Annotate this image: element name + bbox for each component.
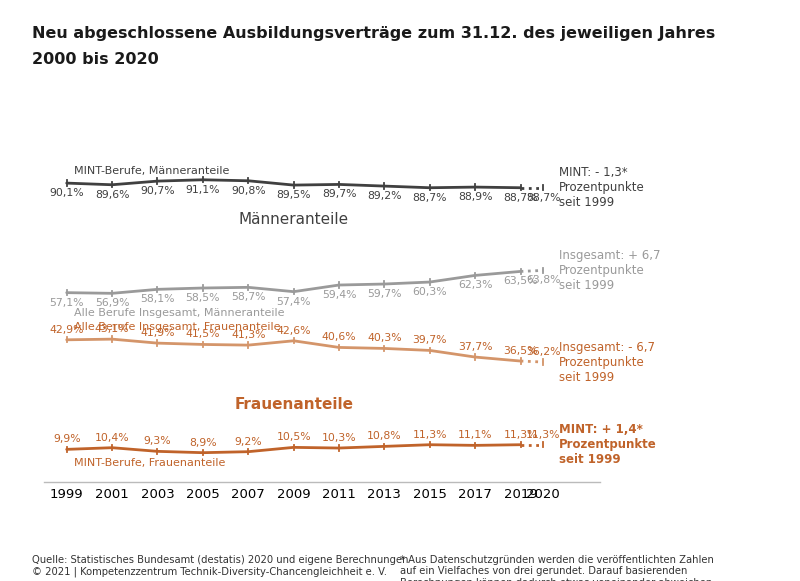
Text: 9,9%: 9,9% [53, 435, 81, 444]
Text: 57,1%: 57,1% [50, 297, 84, 307]
Text: 43,1%: 43,1% [95, 324, 130, 334]
Text: Frauenanteile: Frauenanteile [234, 397, 353, 413]
Text: 9,3%: 9,3% [144, 436, 171, 446]
Text: 36,2%: 36,2% [526, 347, 561, 357]
Text: 41,3%: 41,3% [231, 330, 266, 340]
Text: 8,9%: 8,9% [189, 437, 217, 448]
Text: 40,6%: 40,6% [322, 332, 356, 342]
Text: 88,7%: 88,7% [503, 193, 538, 203]
Text: 41,9%: 41,9% [140, 328, 174, 338]
Text: 90,1%: 90,1% [50, 188, 84, 198]
Text: 63,5%: 63,5% [503, 277, 538, 286]
Text: 39,7%: 39,7% [413, 335, 447, 346]
Text: Neu abgeschlossene Ausbildungsverträge zum 31.12. des jeweiligen Jahres: Neu abgeschlossene Ausbildungsverträge z… [32, 26, 715, 41]
Text: 59,7%: 59,7% [367, 289, 402, 299]
Text: 63,8%: 63,8% [526, 275, 561, 285]
Text: Insgesamt: + 6,7
Prozentpunkte
seit 1999: Insgesamt: + 6,7 Prozentpunkte seit 1999 [559, 249, 661, 292]
Text: 10,8%: 10,8% [367, 432, 402, 442]
Text: 10,3%: 10,3% [322, 433, 356, 443]
Text: MINT-Berufe, Männeranteile: MINT-Berufe, Männeranteile [74, 167, 229, 177]
Text: 10,4%: 10,4% [94, 433, 130, 443]
Text: 88,9%: 88,9% [458, 192, 493, 202]
Text: Alle Berufe Insgesamt, Frauenanteile: Alle Berufe Insgesamt, Frauenanteile [74, 321, 280, 332]
Text: 89,7%: 89,7% [322, 189, 356, 199]
Text: MINT-Berufe, Frauenanteile: MINT-Berufe, Frauenanteile [74, 458, 225, 468]
Text: 37,7%: 37,7% [458, 342, 493, 352]
Text: 36,5%: 36,5% [503, 346, 538, 356]
Text: 41,5%: 41,5% [186, 329, 220, 339]
Text: 91,1%: 91,1% [186, 185, 220, 195]
Text: 40,3%: 40,3% [367, 333, 402, 343]
Text: 60,3%: 60,3% [413, 287, 447, 297]
Text: 42,6%: 42,6% [276, 326, 311, 336]
Text: 62,3%: 62,3% [458, 281, 493, 290]
Text: 10,5%: 10,5% [276, 432, 311, 442]
Text: 11,3%: 11,3% [526, 430, 561, 440]
Text: Quelle: Statistisches Bundesamt (destatis) 2020 und eigene Berechnungen
© 2021 |: Quelle: Statistisches Bundesamt (destati… [32, 555, 409, 577]
Text: 58,1%: 58,1% [140, 295, 174, 304]
Text: 88,7%: 88,7% [413, 193, 447, 203]
Text: 89,5%: 89,5% [276, 190, 311, 200]
Text: MINT: + 1,4*
Prozentpunkte
seit 1999: MINT: + 1,4* Prozentpunkte seit 1999 [559, 423, 657, 466]
Text: 42,9%: 42,9% [50, 325, 84, 335]
Text: 58,5%: 58,5% [186, 293, 220, 303]
Text: 59,4%: 59,4% [322, 290, 356, 300]
Text: 89,6%: 89,6% [95, 190, 130, 200]
Text: Männeranteile: Männeranteile [238, 211, 349, 227]
Text: 88,7%: 88,7% [526, 193, 561, 203]
Text: 90,8%: 90,8% [231, 186, 266, 196]
Text: 89,2%: 89,2% [367, 191, 402, 201]
Text: 2000 bis 2020: 2000 bis 2020 [32, 52, 158, 67]
Text: 56,9%: 56,9% [95, 298, 130, 309]
Text: 11,1%: 11,1% [458, 431, 493, 440]
Text: 58,7%: 58,7% [231, 292, 266, 302]
Text: MINT: - 1,3*
Prozentpunkte
seit 1999: MINT: - 1,3* Prozentpunkte seit 1999 [559, 166, 645, 209]
Text: * Aus Datenschutzgründen werden die veröffentlichten Zahlen
auf ein Vielfaches v: * Aus Datenschutzgründen werden die verö… [400, 555, 715, 581]
Text: Alle Berufe Insgesamt, Männeranteile: Alle Berufe Insgesamt, Männeranteile [74, 309, 284, 318]
Text: 9,2%: 9,2% [234, 437, 262, 447]
Text: 11,3%: 11,3% [503, 430, 538, 440]
Text: Insgesamt: - 6,7
Prozentpunkte
seit 1999: Insgesamt: - 6,7 Prozentpunkte seit 1999 [559, 340, 655, 383]
Text: 57,4%: 57,4% [276, 297, 311, 307]
Text: 11,3%: 11,3% [413, 430, 447, 440]
Text: 90,7%: 90,7% [140, 186, 174, 196]
